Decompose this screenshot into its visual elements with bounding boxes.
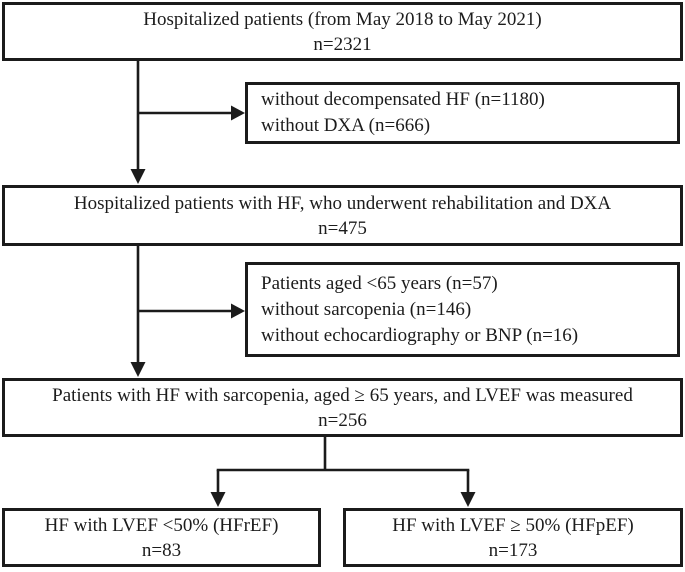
box-hfpef-text: HF with LVEF ≥ 50% (HFpEF) <box>392 514 634 536</box>
exclusion-1-item: without DXA (n=666) <box>261 115 431 136</box>
box-hfref-count: n=83 <box>141 539 182 561</box>
arrowhead-right-2 <box>231 303 245 319</box>
box-hfpef: HF with LVEF ≥ 50% (HFpEF) n=173 <box>343 508 683 567</box>
box-hf-rehab-dxa: Hospitalized patients with HF, who under… <box>2 185 683 246</box>
exclusion-2-item: without sarcopenia (n=146) <box>261 298 472 320</box>
box-hf-rehab-dxa-count: n=475 <box>318 217 367 239</box>
box-hospitalized-patients-text: Hospitalized patients (from May 2018 to … <box>143 8 542 30</box>
arrowhead-down-left <box>210 492 226 507</box>
arrowhead-down-right <box>460 492 476 507</box>
box-hfref-text: HF with LVEF <50% (HFrEF) <box>44 514 279 536</box>
box-hospitalized-patients: Hospitalized patients (from May 2018 to … <box>2 2 683 61</box>
box-exclusion-2: Patients aged <65 years (n=57) without s… <box>245 262 680 357</box>
box-hfpef-count: n=173 <box>488 539 538 561</box>
box-exclusion-1: without decompensated HF (n=1180) withou… <box>245 82 680 144</box>
box-hf-rehab-dxa-text: Hospitalized patients with HF, who under… <box>73 192 612 214</box>
box-sarcopenia-lvef: Patients with HF with sarcopenia, aged ≥… <box>2 378 683 437</box>
box-sarcopenia-lvef-count: n=256 <box>318 409 367 431</box>
exclusion-1-item: without decompensated HF (n=1180) <box>261 89 545 110</box>
box-hospitalized-patients-count: n=2321 <box>313 33 372 55</box>
exclusion-2-item: without echocardiography or BNP (n=16) <box>261 324 579 346</box>
arrowhead-down-1 <box>130 169 146 184</box>
box-hfref: HF with LVEF <50% (HFrEF) n=83 <box>2 508 321 567</box>
exclusion-2-item: Patients aged <65 years (n=57) <box>261 272 498 294</box>
box-sarcopenia-lvef-text: Patients with HF with sarcopenia, aged ≥… <box>52 384 633 406</box>
arrowhead-right-1 <box>231 105 245 121</box>
arrowhead-down-2 <box>130 362 146 377</box>
